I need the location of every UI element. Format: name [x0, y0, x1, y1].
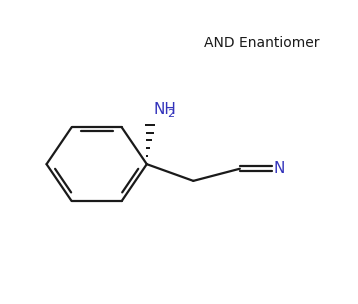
- Text: NH: NH: [154, 102, 177, 117]
- Text: N: N: [274, 161, 285, 176]
- Text: AND Enantiomer: AND Enantiomer: [204, 36, 319, 50]
- Text: 2: 2: [167, 109, 174, 119]
